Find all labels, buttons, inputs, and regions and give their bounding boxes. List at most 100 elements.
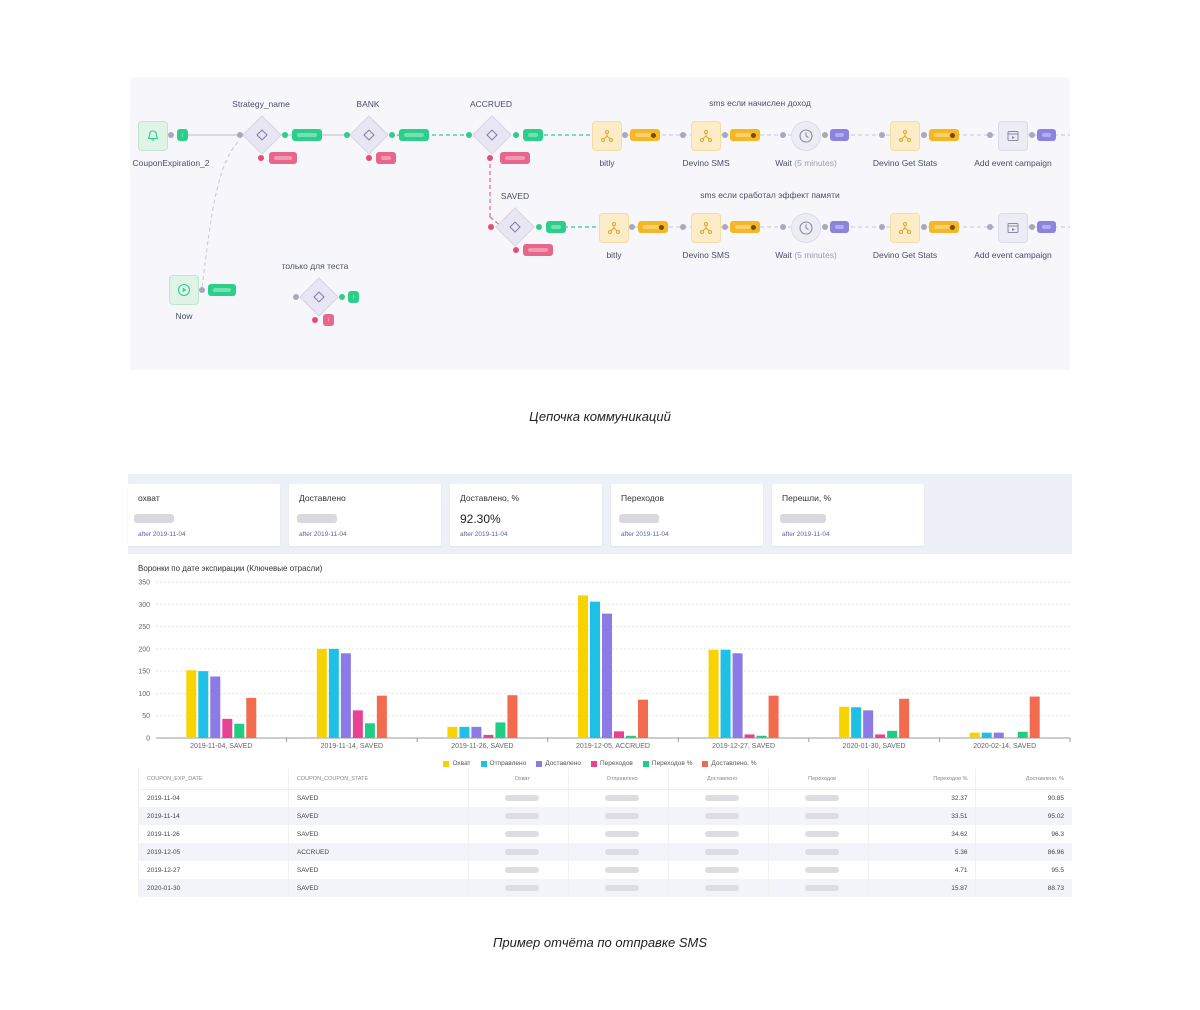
legend-item[interactable]: Переходов <box>591 760 633 767</box>
table-cell: 2019-11-26 <box>138 825 289 843</box>
column-header[interactable]: COUPON_EXP_DATE <box>138 769 289 790</box>
table-cell: ACCRUED <box>287 843 469 861</box>
play-icon <box>177 283 191 297</box>
output-pill <box>500 152 530 164</box>
connector-dot[interactable] <box>879 132 885 138</box>
table-cell-blurred <box>567 807 669 825</box>
connector-dot[interactable] <box>466 132 472 138</box>
legend-item[interactable]: Доставлено, % <box>702 760 757 767</box>
fork-icon <box>899 130 911 142</box>
connector-dot[interactable] <box>312 317 318 323</box>
connector-dot[interactable] <box>722 224 728 230</box>
table-cell: SAVED <box>287 789 469 807</box>
connector-dot[interactable] <box>629 224 635 230</box>
connector-dot[interactable] <box>389 132 395 138</box>
split-icon <box>509 221 521 233</box>
connector-dot[interactable] <box>780 224 786 230</box>
connector-dot[interactable] <box>513 247 519 253</box>
now-label: Now <box>175 311 193 321</box>
connector-dot[interactable] <box>366 155 372 161</box>
coin-icon <box>750 131 757 139</box>
coupon-expiration-trigger[interactable] <box>138 121 168 151</box>
column-header[interactable]: Доставлено, % <box>975 769 1072 790</box>
connector-dot[interactable] <box>513 132 519 138</box>
connector-dot[interactable] <box>237 132 243 138</box>
connector-dot[interactable] <box>339 294 345 300</box>
table-cell-blurred <box>467 789 569 807</box>
table-cell-blurred <box>767 879 869 897</box>
wait-node[interactable] <box>791 213 821 243</box>
connector-dot[interactable] <box>921 132 927 138</box>
column-header[interactable]: Отправлено <box>567 769 669 790</box>
connector-dot[interactable] <box>168 132 174 138</box>
table-cell-blurred <box>467 843 569 861</box>
connector-dot[interactable] <box>282 132 288 138</box>
split-icon <box>363 129 375 141</box>
connector-dot[interactable] <box>987 132 993 138</box>
wait-node[interactable] <box>791 121 821 151</box>
bar <box>316 648 327 738</box>
split-icon <box>486 129 498 141</box>
connector-dot[interactable] <box>344 132 350 138</box>
connector-dot[interactable] <box>822 224 828 230</box>
devino-sms-node[interactable] <box>691 121 721 151</box>
x-tick-label: 2019-11-26, SAVED <box>451 743 513 750</box>
connector-dot[interactable] <box>722 132 728 138</box>
now-trigger[interactable] <box>169 275 199 305</box>
table-cell-blurred <box>767 843 869 861</box>
bar <box>246 697 257 738</box>
legend-item[interactable]: Охват <box>443 760 471 767</box>
table-cell-blurred <box>667 879 769 897</box>
connector-dot[interactable] <box>488 224 494 230</box>
bar <box>459 726 470 738</box>
blurred-value <box>805 866 840 873</box>
connector-dot[interactable] <box>987 224 993 230</box>
connector-dot[interactable] <box>1029 224 1035 230</box>
connector-dot[interactable] <box>822 132 828 138</box>
table-row: 2019-11-04 SAVED 32.37 90.85 <box>138 789 1072 807</box>
connector-dot[interactable] <box>780 132 786 138</box>
legend-item[interactable]: Доставлено <box>536 760 581 767</box>
kpi-title: Переходов <box>621 493 665 503</box>
table-cell-blurred <box>567 861 669 879</box>
devino-sms-node[interactable] <box>691 213 721 243</box>
y-tick-label: 200 <box>138 646 150 653</box>
column-header[interactable]: COUPON_COUPON_STATE <box>287 769 469 790</box>
legend-item[interactable]: Отправлено <box>480 760 526 767</box>
connector-dot[interactable] <box>487 155 493 161</box>
bitly-node[interactable] <box>599 213 629 243</box>
add-event-campaign-node[interactable] <box>998 213 1028 243</box>
test-branch-label: только для теста <box>281 261 349 271</box>
bell-icon <box>147 130 159 141</box>
column-header[interactable]: Охват <box>467 769 569 790</box>
kpi-value-blurred <box>619 514 659 523</box>
connector-dot[interactable] <box>199 287 205 293</box>
wait-label: Wait (5 minutes) <box>775 250 837 260</box>
connector-dot[interactable] <box>258 155 264 161</box>
connector-dot[interactable] <box>921 224 927 230</box>
devino-stats-node[interactable] <box>890 121 920 151</box>
add-event-campaign-label: Add event campaign <box>974 250 1052 260</box>
devino-stats-node[interactable] <box>890 213 920 243</box>
film-icon <box>1007 131 1019 141</box>
column-header[interactable]: Доставлено <box>667 769 769 790</box>
connector-dot[interactable] <box>680 132 686 138</box>
output-pill <box>1037 221 1056 233</box>
legend-item[interactable]: Переходов % <box>642 760 692 767</box>
connector-dot[interactable] <box>1029 132 1035 138</box>
connector-dot[interactable] <box>536 224 542 230</box>
blurred-value <box>805 812 840 819</box>
connector-dot[interactable] <box>622 132 628 138</box>
column-header[interactable]: Переходов <box>767 769 869 790</box>
add-event-campaign-node[interactable] <box>998 121 1028 151</box>
bitly-node[interactable] <box>592 121 622 151</box>
connector-dot[interactable] <box>879 224 885 230</box>
split-icon <box>256 129 268 141</box>
connector-dot[interactable] <box>293 294 299 300</box>
connector-dot[interactable] <box>680 224 686 230</box>
column-header[interactable]: Переходов % <box>867 769 976 790</box>
bar <box>851 707 862 738</box>
bar <box>756 735 767 738</box>
blurred-value <box>605 830 640 837</box>
bar <box>863 710 874 738</box>
